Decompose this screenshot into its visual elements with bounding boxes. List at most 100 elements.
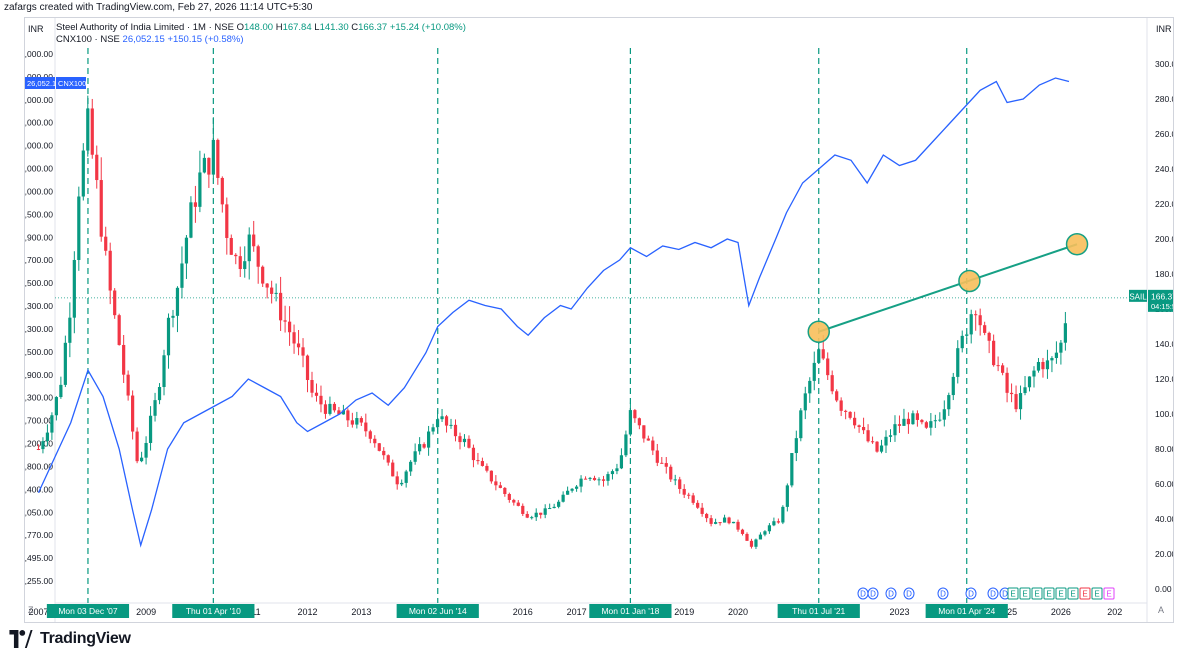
vertical-marker-label: Thu 01 Apr '10 [186, 606, 241, 616]
cnx100-line [37, 77, 1070, 548]
right-axis-tick: 120.00 [1155, 374, 1174, 384]
candle-body [494, 481, 498, 486]
candle-body [122, 344, 126, 375]
candle-body [148, 415, 153, 443]
candle-body [870, 441, 875, 443]
legend-low: 141.30 [319, 22, 349, 33]
vertical-marker-label: Thu 01 Jul '21 [792, 606, 845, 616]
legend-primary[interactable]: Steel Authority of India Limited · 1M · … [56, 22, 466, 33]
auto-scale-button[interactable]: A [1158, 605, 1165, 615]
candle-body [373, 438, 377, 444]
right-axis-tick: 180.00 [1155, 269, 1174, 279]
candle-body [727, 517, 731, 524]
candle-body [548, 508, 552, 510]
candle-body [1063, 323, 1067, 343]
right-axis-tick: 220.00 [1155, 199, 1174, 209]
legend-high: 167.84 [282, 22, 312, 33]
chart-canvas[interactable]: 300.00 280.00 260.00 240.00 220.00 200.00 180.… [25, 18, 1174, 623]
candle-body [139, 457, 144, 462]
event-badge-bg [987, 587, 999, 600]
candle-body [861, 426, 866, 431]
vertical-marker-label-bg [777, 604, 860, 618]
candle-body [929, 421, 933, 428]
candle-body [857, 425, 861, 427]
event-badge-bg [1103, 587, 1115, 600]
candle-body [543, 508, 547, 515]
candle-body [220, 177, 224, 205]
legend-compare[interactable]: CNX100 · NSE 26,052.15 +150.15 (+0.58%) [56, 34, 244, 45]
candle-body [687, 494, 691, 496]
candle-body [126, 374, 130, 396]
candle-body [485, 465, 489, 471]
currency-left[interactable]: INR [28, 24, 44, 34]
candle-body [696, 502, 700, 508]
candle-body [234, 254, 238, 257]
candle-body [1014, 394, 1018, 410]
candle-body [660, 462, 664, 464]
candle-body [426, 431, 431, 448]
candle-body [642, 425, 646, 439]
candle-body [655, 450, 659, 463]
zoom-button[interactable]: Z [28, 605, 34, 615]
right-axis-tick: 100.00 [1155, 409, 1174, 419]
candle-body [579, 478, 583, 487]
right-axis-tick: 280.00 [1155, 94, 1174, 104]
candle-body [86, 108, 90, 151]
footer-brand: TradingView [40, 630, 131, 647]
event-badge-bg [867, 587, 879, 600]
left-axis-tick: 10,700.00 [25, 255, 53, 265]
event-badge-letter: D [968, 590, 974, 599]
event-badge-bg [903, 587, 915, 600]
trend-marker-circle [958, 269, 981, 293]
event-badge-letter: D [870, 590, 876, 599]
candle-body [951, 376, 955, 396]
candle-body [498, 485, 502, 488]
legend-compare-change: +150.15 (+0.58%) [167, 34, 244, 45]
candle-body [45, 432, 50, 442]
time-axis-tick: 2012 [298, 607, 318, 617]
currency-right[interactable]: INR [1156, 24, 1172, 34]
candle-body [507, 494, 511, 500]
candle-body [81, 150, 85, 197]
right-axis-tick: 240.00 [1155, 164, 1174, 174]
right-axis-tick: 0.00 [1155, 584, 1172, 594]
candle-body [713, 522, 718, 524]
candle-body [557, 501, 561, 507]
candle-body [633, 410, 637, 419]
candle-body [987, 332, 991, 341]
left-axis-tick: 11,900.00 [25, 232, 53, 242]
event-badge-bg [1043, 587, 1055, 600]
candle-body [772, 521, 776, 526]
candle-body [1009, 392, 1014, 395]
candle-body [391, 462, 395, 477]
candle-body [866, 430, 870, 442]
candle-body [301, 347, 305, 356]
candle-body [171, 315, 175, 318]
candle-body [1023, 387, 1027, 394]
candle-body [444, 416, 449, 426]
event-badge-letter: D [906, 590, 912, 599]
candle-body [1018, 393, 1023, 410]
candle-body [978, 315, 982, 326]
candle-body [781, 506, 785, 523]
candle-body [749, 540, 754, 547]
candle-body [525, 513, 529, 518]
left-axis-tick: 2,770.00 [25, 530, 53, 540]
candle-body [265, 283, 269, 288]
trend-line [818, 243, 1078, 333]
candle-body [341, 410, 345, 415]
candle-body [95, 154, 99, 181]
chart-frame[interactable]: 300.00 280.00 260.00 240.00 220.00 200.00 180.… [24, 17, 1174, 623]
candle-body [180, 263, 184, 288]
vertical-marker-label-bg [589, 604, 672, 618]
left-axis-tick: 15,000.00 [25, 186, 53, 196]
candle-body [965, 334, 969, 336]
candle-body [1032, 370, 1036, 377]
candle-body [68, 317, 72, 343]
candle-body [189, 202, 193, 238]
candle-body [512, 499, 516, 503]
candle-body [216, 139, 220, 178]
candle-body [1045, 360, 1050, 370]
candle-body [938, 419, 942, 421]
candle-body [615, 468, 619, 472]
